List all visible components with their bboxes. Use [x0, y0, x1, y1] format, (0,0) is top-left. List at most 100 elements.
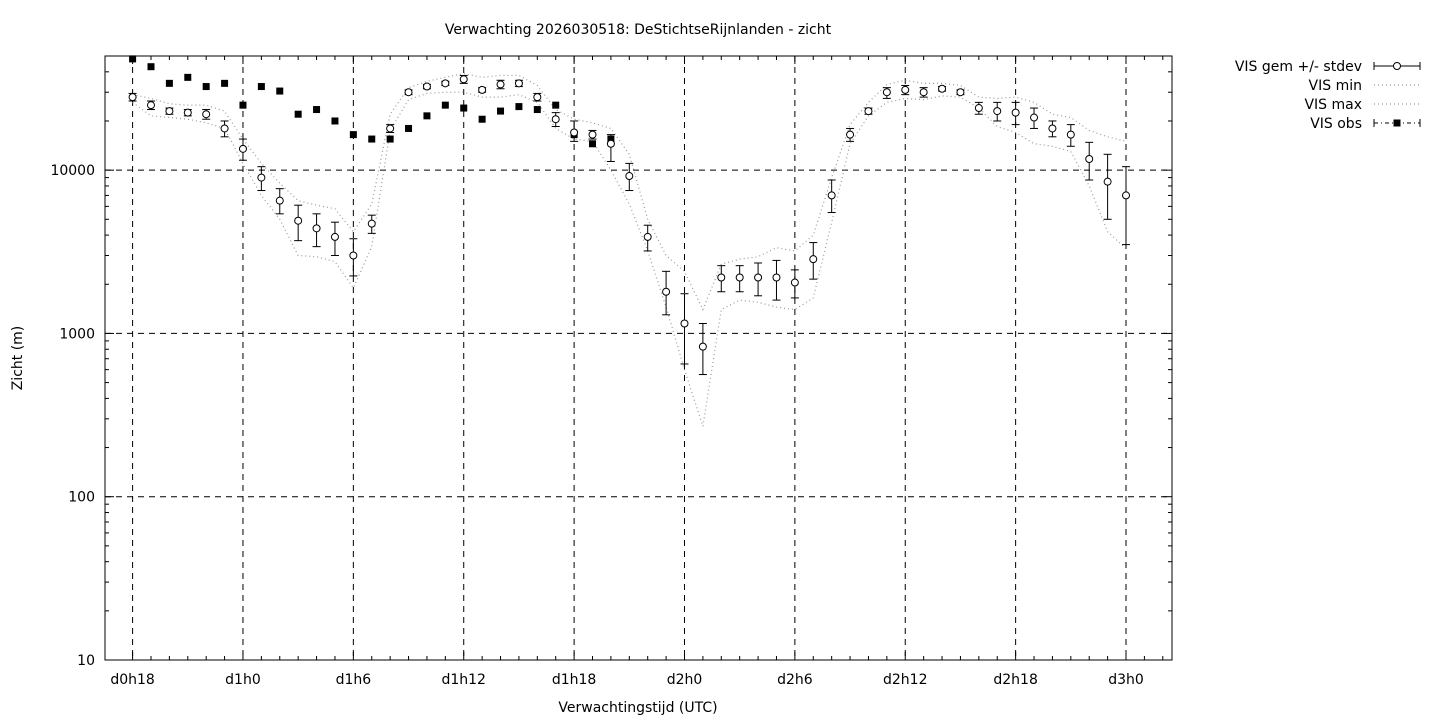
vis-mean-point: [1048, 124, 1057, 133]
plot-area: [128, 55, 1131, 427]
legend: VIS gem +/- stdev VIS min VIS max VIS obs: [1235, 59, 1421, 132]
vis-mean-point: [441, 79, 450, 88]
vis-obs-point: [386, 135, 394, 143]
vis-obs-point: [294, 110, 302, 118]
vis-mean-point: [238, 144, 247, 153]
vis-mean-point: [551, 115, 560, 124]
x-tick-label: d3h0: [1108, 672, 1144, 688]
vis-mean-point: [772, 273, 781, 282]
vis-obs-point: [368, 135, 376, 143]
vis-mean-point: [404, 88, 413, 97]
vis-obs-point: [533, 106, 541, 114]
y-axis-label: Zicht (m): [10, 326, 26, 391]
vis-mean-point: [882, 88, 891, 97]
vis-obs-point: [405, 124, 413, 132]
vis-obs-point: [257, 83, 265, 91]
vis-mean-point: [386, 124, 395, 133]
vis-mean-point: [790, 278, 799, 287]
vis-mean-point: [974, 104, 983, 113]
x-tick-label: d1h0: [225, 672, 261, 688]
vis-obs-point: [202, 83, 210, 91]
vis-mean-point: [1066, 130, 1075, 139]
vis-mean-point: [680, 319, 689, 328]
x-tick-label: d2h0: [667, 672, 703, 688]
vis-mean-point: [128, 93, 137, 102]
vis-obs-point: [331, 117, 339, 125]
y-tick-label: 10: [77, 653, 95, 669]
vis-obs-point: [239, 101, 247, 109]
vis-mean-point: [1122, 191, 1131, 200]
vis-mean-point: [1011, 108, 1020, 117]
vis-mean-point: [330, 232, 339, 241]
vis-mean-point: [312, 224, 321, 233]
vis-obs-point: [349, 131, 357, 139]
x-tick-label: d1h12: [441, 672, 485, 688]
vis-mean-point: [367, 219, 376, 228]
vis-mean-point: [478, 85, 487, 94]
vis-mean-point: [294, 216, 303, 225]
vis-obs-point: [460, 104, 468, 112]
x-tick-label: d1h18: [552, 672, 596, 688]
vis-mean-point: [993, 107, 1002, 116]
vis-min-line: [132, 91, 1127, 427]
vis-obs-point: [147, 63, 155, 71]
vis-mean-point: [146, 101, 155, 110]
vis-obs-point: [441, 101, 449, 109]
vis-mean-point: [257, 173, 266, 182]
vis-obs-point: [423, 112, 431, 120]
vis-obs-point: [184, 73, 192, 81]
vis-mean-point: [919, 88, 928, 97]
vis-mean-point: [514, 79, 523, 88]
vis-mean-point: [717, 273, 726, 282]
vis-mean-point: [220, 124, 229, 133]
x-tick-label: d1h6: [336, 672, 372, 688]
vis-mean-point: [1103, 177, 1112, 186]
vis-obs-point: [221, 79, 229, 87]
legend-swatch-marker: [1393, 119, 1401, 127]
vis-mean-point: [606, 139, 615, 148]
legend-label: VIS obs: [1310, 116, 1362, 132]
vis-obs-point: [276, 87, 284, 95]
vis-mean-point: [570, 128, 579, 137]
y-tick-label: 1000: [59, 326, 95, 342]
vis-mean-point: [496, 80, 505, 89]
vis-mean-point: [275, 196, 284, 205]
vis-mean-point: [459, 75, 468, 84]
x-tick-label: d2h12: [883, 672, 927, 688]
vis-mean-point: [202, 110, 211, 119]
vis-mean-point: [735, 273, 744, 282]
legend-label: VIS gem +/- stdev: [1235, 59, 1362, 75]
legend-label: VIS min: [1309, 78, 1362, 94]
vis-mean-point: [422, 82, 431, 91]
vis-obs-point: [165, 79, 173, 87]
vis-mean-point: [183, 108, 192, 117]
x-axis-label: Verwachtingstijd (UTC): [558, 700, 717, 716]
x-tick-label: d2h18: [993, 672, 1037, 688]
vis-mean-point: [662, 287, 671, 296]
vis-mean-point: [698, 342, 707, 351]
y-tick-label: 100: [68, 490, 95, 506]
vis-mean-point: [165, 107, 174, 116]
vis-obs-point: [589, 140, 597, 148]
legend-swatch-marker: [1393, 62, 1401, 70]
vis-mean-point: [864, 107, 873, 116]
vis-mean-point: [809, 255, 818, 264]
vis-mean-point: [533, 93, 542, 102]
vis-mean-point: [643, 232, 652, 241]
vis-mean-point: [625, 172, 634, 181]
x-tick-label: d2h6: [777, 672, 813, 688]
legend-label: VIS max: [1304, 97, 1362, 113]
vis-mean-point: [827, 191, 836, 200]
vis-mean-point: [1030, 113, 1039, 122]
vis-obs-point: [129, 55, 137, 63]
vis-mean-point: [1085, 154, 1094, 163]
axes: d0h18 d1h0 d1h6 d1h12 d1h18 d2h0 d2h6 d2h12 d2h1…: [50, 55, 1172, 688]
vis-obs-point: [497, 107, 505, 115]
vis-mean-point: [901, 85, 910, 94]
vis-obs-point: [515, 103, 523, 111]
vis-obs-point: [607, 135, 615, 143]
plot-border: [104, 55, 1173, 661]
vis-mean-point: [846, 130, 855, 139]
vis-mean-point: [938, 84, 947, 93]
